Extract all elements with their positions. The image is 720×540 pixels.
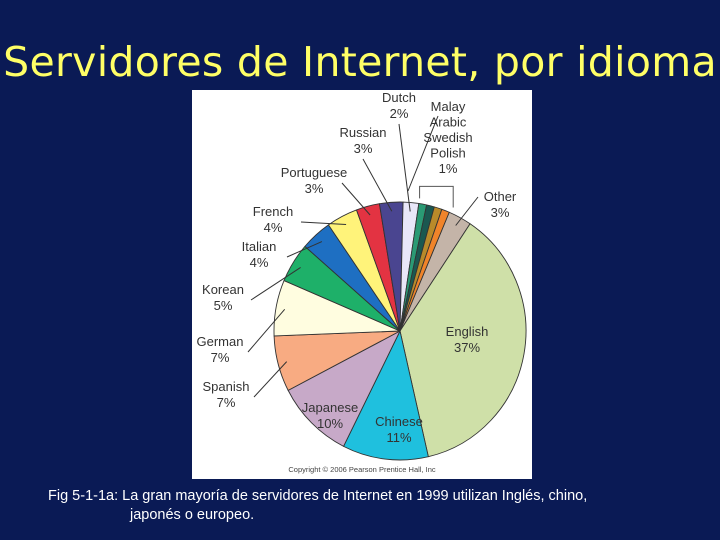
label-value-dutch: 2%	[390, 106, 409, 121]
pie-slice-chinese	[343, 330, 429, 461]
label-name-spanish: Spanish	[203, 379, 250, 394]
label-name-dutch: Dutch	[382, 90, 416, 105]
label-value-german: 7%	[211, 350, 230, 365]
pie-slice-japanese	[287, 330, 401, 447]
label-name-japanese: Japanese	[302, 400, 358, 415]
label-name-korean: Korean	[202, 282, 244, 297]
label-name-russian: Russian	[340, 125, 387, 140]
label-value-group-1-percent: 1%	[439, 161, 458, 176]
leader-line-portuguese	[341, 182, 371, 216]
label-value-italian: 4%	[250, 255, 269, 270]
leader-line-spanish	[253, 361, 288, 398]
label-name-chinese: Chinese	[375, 414, 423, 429]
pie-chart: English37%Chinese11%Japanese10%Spanish7%…	[197, 90, 527, 461]
pie-labels: English37%Chinese11%Japanese10%Spanish7%…	[197, 90, 517, 445]
pie-slice-english	[399, 223, 527, 458]
copyright-notice: Copyright © 2006 Pearson Prentice Hall, …	[288, 465, 436, 474]
leader-line-other	[455, 196, 479, 226]
label-value-russian: 3%	[354, 141, 373, 156]
label-value-other: 3%	[491, 205, 510, 220]
label-value-chinese: 11%	[386, 430, 411, 445]
label-name-malay: Malay	[431, 99, 466, 114]
label-name-polish: Polish	[430, 146, 465, 161]
label-value-korean: 5%	[214, 298, 233, 313]
caption-line-1: Fig 5-1-1a: La gran mayoría de servidore…	[48, 488, 588, 504]
leader-line-french	[300, 221, 347, 225]
label-value-spanish: 7%	[217, 395, 236, 410]
label-value-french: 4%	[264, 220, 283, 235]
leader-line-korean	[250, 266, 301, 301]
label-name-french: French	[253, 204, 293, 219]
label-name-portuguese: Portuguese	[281, 165, 348, 180]
leader-line-group	[407, 115, 439, 192]
label-name-italian: Italian	[242, 239, 277, 254]
label-name-english: English	[446, 324, 489, 339]
label-name-arabic: Arabic	[430, 115, 467, 130]
leader-line-russian	[362, 158, 393, 212]
pie-slice-polish	[399, 208, 450, 332]
leader-line-dutch	[398, 123, 411, 212]
pie-slices	[273, 201, 527, 461]
label-name-swedish: Swedish	[423, 130, 472, 145]
leader-line-german	[247, 308, 286, 353]
label-name-german: German	[197, 334, 244, 349]
label-name-other: Other	[484, 189, 517, 204]
caption-line-2: japonés o europeo.	[130, 507, 255, 523]
group-bracket	[419, 185, 454, 208]
slide-title: Servidores de Internet, por idioma	[3, 38, 717, 86]
pie-chart-figure: English 37% Chinese 11% Japanese 10% Spanish 7%…	[192, 90, 532, 479]
label-value-japanese: 10%	[317, 416, 343, 431]
label-value-portuguese: 3%	[305, 181, 324, 196]
leader-line-italian	[286, 241, 323, 258]
figure-caption: Fig 5-1-1a: La gran mayoría de servidore…	[48, 487, 688, 525]
label-value-english: 37%	[454, 340, 480, 355]
